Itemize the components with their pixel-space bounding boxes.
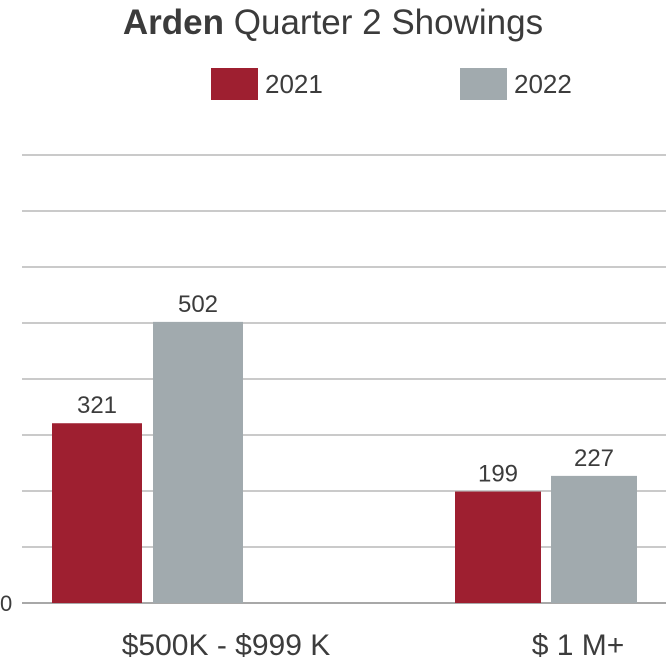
bar-2022-0 bbox=[153, 321, 243, 603]
data-label: 227 bbox=[574, 445, 614, 472]
legend-swatch-2022 bbox=[460, 68, 507, 100]
legend-label-2022: 2022 bbox=[514, 68, 572, 99]
x-tick-label: $500K - $999 K bbox=[122, 629, 331, 662]
bar-2021-1 bbox=[455, 491, 541, 603]
legend-swatch-2021 bbox=[211, 68, 258, 100]
y-tick-label: 0 bbox=[0, 591, 12, 616]
chart-title: Arden Quarter 2 Showings bbox=[0, 2, 666, 44]
x-tick-label: $ 1 M+ bbox=[532, 629, 625, 662]
data-label: 321 bbox=[77, 392, 117, 419]
data-label: 199 bbox=[478, 461, 518, 488]
chart-title-rest: Quarter 2 Showings bbox=[224, 3, 544, 42]
legend-item-2021: 2021 bbox=[211, 67, 323, 101]
legend: 2021 2022 bbox=[0, 67, 666, 101]
data-label: 502 bbox=[178, 291, 218, 318]
legend-label-2021: 2021 bbox=[265, 68, 323, 99]
bar-2022-1 bbox=[551, 475, 637, 603]
chart-title-bold: Arden bbox=[122, 3, 225, 42]
legend-item-2022: 2022 bbox=[460, 67, 572, 101]
bar-2021-0 bbox=[52, 423, 142, 603]
